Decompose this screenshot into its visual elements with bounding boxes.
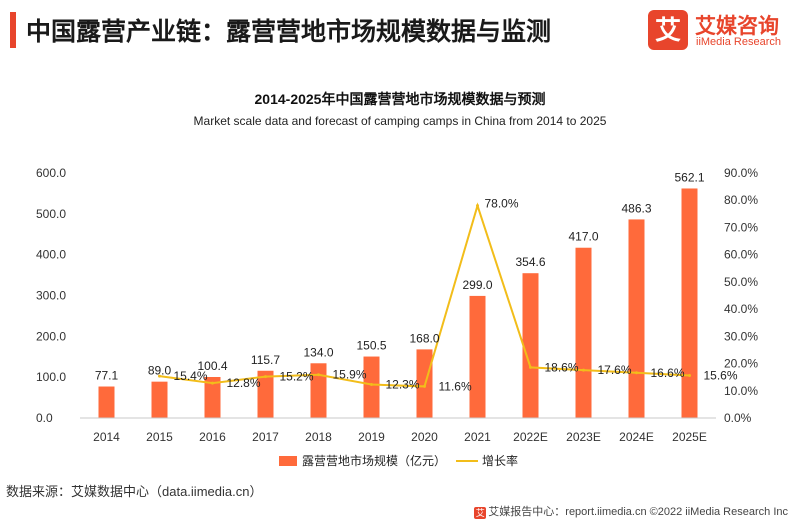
bar-label-2015: 89.0 xyxy=(148,364,172,378)
y-right-tick-label: 80.0% xyxy=(724,193,758,207)
bar-label-2024E: 486.3 xyxy=(621,201,651,215)
y-right-tick-label: 10.0% xyxy=(724,384,758,398)
bar-label-2014: 77.1 xyxy=(95,369,119,383)
growth-point-2022E xyxy=(529,365,532,369)
bar-label-2016: 100.4 xyxy=(197,359,227,373)
y-left-tick-label: 400.0 xyxy=(36,248,66,262)
growth-point-2019 xyxy=(370,383,373,387)
bar-label-2021: 299.0 xyxy=(462,278,492,292)
x-tick-label-2014: 2014 xyxy=(93,430,120,444)
y-right-tick-label: 60.0% xyxy=(724,248,758,262)
bar-label-2020: 168.0 xyxy=(409,331,439,345)
bar-2024E xyxy=(628,219,645,418)
x-tick-label-2020: 2020 xyxy=(411,430,438,444)
y-right-tick-label: 20.0% xyxy=(724,357,758,371)
x-tick-label-2025E: 2025E xyxy=(672,430,707,444)
y-right-tick-label: 90.0% xyxy=(724,166,758,180)
bar-label-2019: 150.5 xyxy=(356,339,386,353)
growth-point-2020 xyxy=(423,384,426,388)
growth-label-2016: 12.8% xyxy=(227,376,261,390)
growth-point-2018 xyxy=(317,373,320,377)
bar-label-2018: 134.0 xyxy=(303,345,333,359)
bar-2014 xyxy=(98,386,115,418)
bar-label-2017: 115.7 xyxy=(251,353,280,367)
brand-small-icon: 艾 xyxy=(474,507,487,519)
legend-bar-label: 露营营地市场规模（亿元） xyxy=(302,453,446,468)
growth-label-2015: 15.4% xyxy=(174,369,208,383)
growth-label-2025E: 15.6% xyxy=(704,369,738,383)
growth-label-2020: 11.6% xyxy=(439,379,472,393)
x-tick-label-2022E: 2022E xyxy=(513,430,548,444)
growth-point-2016 xyxy=(211,381,214,385)
footer: 艾艾媒报告中心：report.iimedia.cn ©2022 iiMedia … xyxy=(474,503,788,519)
y-left-tick-label: 100.0 xyxy=(36,370,66,384)
y-left-tick-label: 0.0 xyxy=(36,411,53,425)
y-left-tick-label: 200.0 xyxy=(36,329,66,343)
y-right-tick-label: 50.0% xyxy=(724,275,758,289)
bar-2016 xyxy=(204,377,221,418)
y-right-tick-label: 40.0% xyxy=(724,302,758,316)
chart-subtitle: Market scale data and forecast of campin… xyxy=(193,114,607,128)
page-title: 中国露营产业链：露营营地市场规模数据与监测 xyxy=(26,18,552,46)
data-source: 数据来源：艾媒数据中心（data.iimedia.cn） xyxy=(6,484,263,499)
bar-label-2022E: 354.6 xyxy=(515,255,545,269)
y-left-tick-label: 300.0 xyxy=(36,289,66,303)
x-tick-label-2019: 2019 xyxy=(358,430,385,444)
x-tick-label-2015: 2015 xyxy=(146,430,173,444)
growth-point-2017 xyxy=(264,375,267,379)
growth-label-2019: 12.3% xyxy=(386,378,420,392)
y-right-tick-label: 70.0% xyxy=(724,220,758,234)
brand-logo-icon: 艾 xyxy=(648,10,688,50)
bar-2017 xyxy=(257,370,274,418)
growth-label-2018: 15.9% xyxy=(333,368,367,382)
growth-point-2015 xyxy=(158,374,161,378)
bar-2021 xyxy=(469,295,486,418)
legend-bar-swatch xyxy=(279,456,297,466)
growth-label-2017: 15.2% xyxy=(280,370,314,384)
growth-point-2023E xyxy=(582,368,585,372)
title-accent-bar xyxy=(10,12,16,48)
x-tick-label-2024E: 2024E xyxy=(619,430,654,444)
bar-2022E xyxy=(522,273,539,418)
x-tick-label-2021: 2021 xyxy=(464,430,491,444)
growth-label-2021: 78.0% xyxy=(485,197,519,211)
y-left-tick-label: 600.0 xyxy=(36,166,66,180)
x-tick-label-2017: 2017 xyxy=(252,430,279,444)
bar-label-2023E: 417.0 xyxy=(568,230,598,244)
chart-title: 2014-2025年中国露营营地市场规模数据与预测 xyxy=(254,91,546,107)
y-right-tick-label: 0.0% xyxy=(724,411,752,425)
x-tick-label-2018: 2018 xyxy=(305,430,332,444)
y-right-tick-label: 30.0% xyxy=(724,329,758,343)
growth-label-2023E: 17.6% xyxy=(598,363,632,377)
bar-2018 xyxy=(310,363,327,418)
bar-2025E xyxy=(681,188,698,418)
y-left-tick-label: 500.0 xyxy=(36,207,66,221)
bar-2019 xyxy=(363,356,380,418)
brand-logo: 艾 艾媒咨询 iiMedia Research xyxy=(648,8,790,54)
growth-point-2024E xyxy=(635,371,638,375)
growth-point-2021 xyxy=(476,204,479,208)
growth-label-2022E: 18.6% xyxy=(545,360,579,374)
bar-2023E xyxy=(575,247,592,418)
brand-name-en: iiMedia Research xyxy=(696,36,781,48)
brand-name-cn: 艾媒咨询 xyxy=(695,15,779,38)
bar-2015 xyxy=(151,381,168,418)
x-tick-label-2023E: 2023E xyxy=(566,430,601,444)
x-tick-label-2016: 2016 xyxy=(199,430,226,444)
growth-label-2024E: 16.6% xyxy=(651,366,685,380)
growth-point-2025E xyxy=(688,374,691,378)
bar-label-2025E: 562.1 xyxy=(674,170,704,184)
footer-text: 艾媒报告中心：report.iimedia.cn ©2022 iiMedia R… xyxy=(488,506,788,518)
legend-line-label: 增长率 xyxy=(482,453,518,468)
